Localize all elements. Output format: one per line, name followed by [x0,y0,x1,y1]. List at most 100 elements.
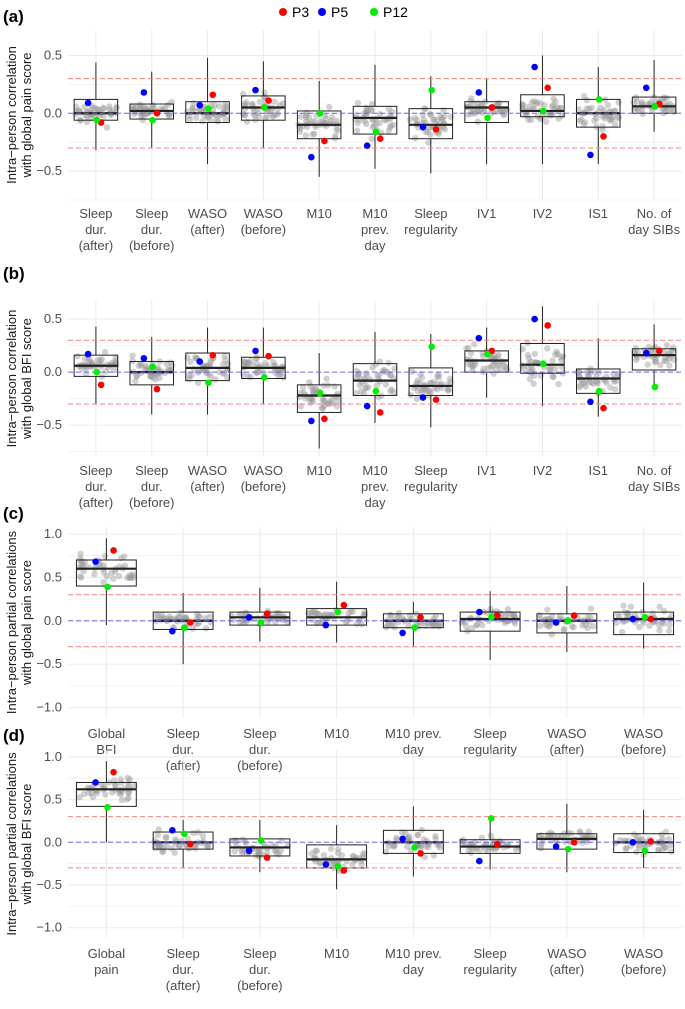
jitter-point [338,852,346,859]
jitter-point [385,127,392,135]
jitter-point [474,118,482,125]
jitter-point [519,101,527,108]
jitter-point [661,844,668,851]
jitter-point [568,623,576,630]
jitter-point [256,850,263,857]
x-tick-label: Sleep [135,206,168,221]
jitter-point [81,355,89,362]
jitter-point [98,356,105,363]
point-p3 [494,840,501,848]
jitter-point [391,365,398,372]
jitter-point [662,844,670,851]
jitter-point [365,384,372,391]
legend-marker-p12 [370,8,378,16]
jitter-point [547,829,554,836]
jitter-point [272,111,279,119]
jitter-point [580,93,588,100]
jitter-point [350,852,357,860]
jitter-point [101,791,109,798]
point-p3 [570,838,578,846]
jitter-point [583,96,591,104]
point-p12 [595,387,603,395]
x-tick-label: prev. [361,479,389,494]
jitter-point [302,132,310,139]
x-tick-label: BFI [96,742,116,757]
jitter-point [364,106,372,113]
jitter-point [407,116,414,123]
jitter-point [665,106,672,113]
jitter-point [207,359,214,367]
box-iqr [520,342,565,374]
jitter-point [415,124,422,131]
jitter-point [545,365,553,372]
panel-c: (c) −1.0 −0.5 0.0 0.5 1.0 Intra−person partial… [3,504,682,773]
jitter-point [128,573,136,580]
jitter-point [416,844,424,852]
jitter-point [317,118,325,125]
jitter-point [89,793,97,801]
jitter-point [313,847,320,854]
point-p5 [629,615,637,623]
point-p12 [257,619,265,626]
point-p5 [245,847,253,855]
jitter-point [131,110,138,118]
jitter-point [468,624,476,632]
jitter-point [581,380,588,387]
point-p5 [308,417,315,425]
jitter-point [426,110,434,118]
jitter-point [76,794,83,801]
point-p5 [245,613,253,621]
jitter-point [603,379,610,386]
jitter-point [413,395,421,403]
jitter-point [601,115,608,122]
boxplot-6 [408,333,454,428]
jitter-point [608,116,615,123]
jitter-point [504,605,512,613]
jitter-point [414,831,421,839]
jitter-point [440,107,447,114]
jitter-point [465,344,472,352]
jitter-point [420,836,427,843]
jitter-point [137,112,145,120]
jitter-point [92,105,99,112]
jitter-point [612,378,620,385]
jitter-point [557,104,565,112]
jitter-point [363,120,370,128]
jitter-point [311,118,319,125]
jitter-point [154,831,162,839]
point-p5 [252,86,259,94]
x-tick-label: WASO [547,726,586,741]
y-axis-title: Intra−person correlation [4,310,19,448]
jitter-point [631,349,639,356]
jitter-point [614,611,622,618]
jitter-point [426,387,433,394]
jitter-point [667,848,675,855]
jitter-point [159,848,167,855]
jitter-point [239,850,246,857]
jitter-point [382,381,390,388]
jitter-point [358,860,365,868]
jitter-point [666,621,673,629]
jitter-point [618,628,626,636]
jitter-point [141,104,148,111]
jitter-point [177,609,184,617]
jitter-point [76,573,84,580]
jitter-point [427,379,434,387]
jitter-point [215,102,223,110]
jitter-point [615,114,623,121]
jitter-point [103,124,111,131]
jitter-point [100,562,107,569]
jitter-point [389,121,397,129]
jitter-point [586,378,593,386]
point-p12 [104,583,111,591]
jitter-point [357,388,365,395]
jitter-point [309,131,316,138]
y-tick-label: −0.5 [36,417,62,432]
jitter-point [501,619,509,627]
x-tick-label: IV1 [477,206,497,221]
jitter-point [463,345,470,352]
jitter-point [273,850,280,857]
jitter-point [471,838,479,846]
jitter-point [579,622,586,629]
jitter-point [308,118,316,125]
